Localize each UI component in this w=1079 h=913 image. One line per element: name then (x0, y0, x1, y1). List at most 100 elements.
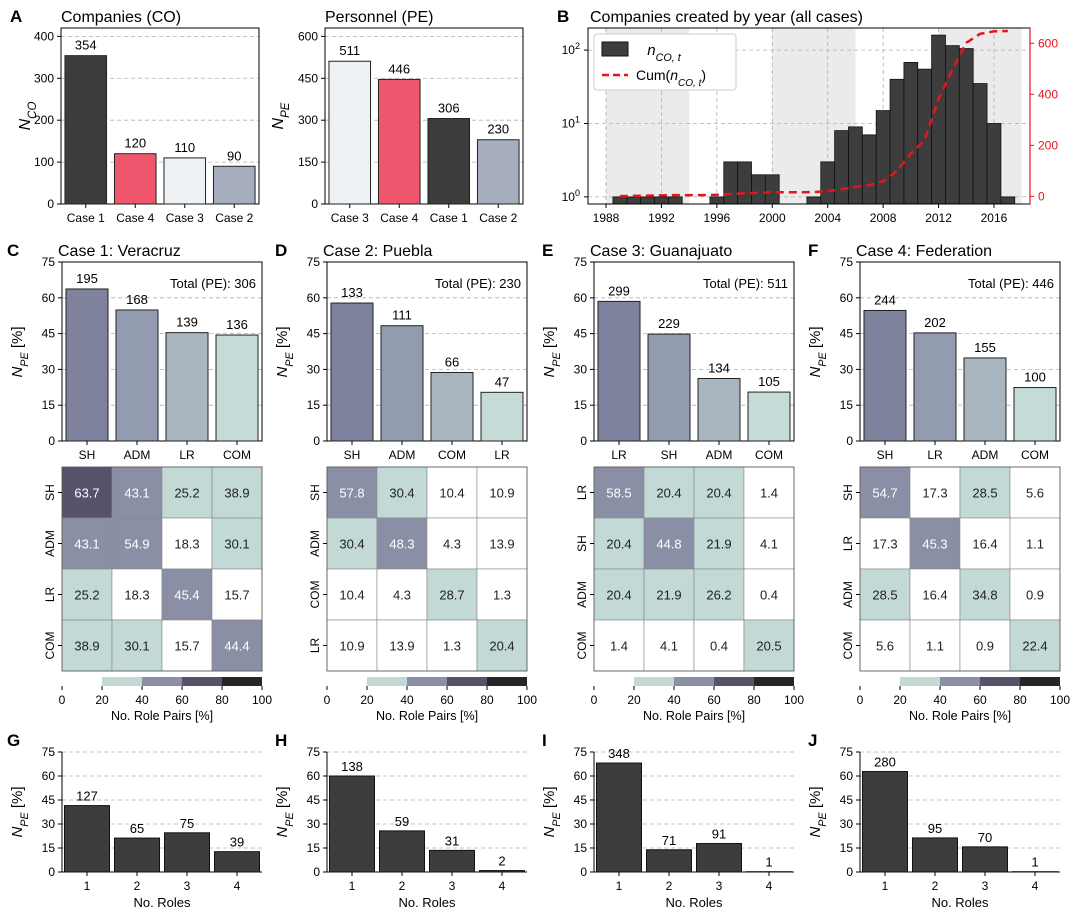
y-tick-label: 45 (574, 327, 588, 341)
heatmap-cell (376, 619, 428, 672)
y-tick-label: 100 (34, 155, 54, 169)
y-tick-label: 100 (562, 188, 580, 204)
data-label: 168 (126, 292, 148, 307)
x-tick-label: LR (494, 448, 510, 462)
colorbar-segment (940, 677, 980, 686)
histogram-bar (612, 196, 628, 205)
heatmap-value: 1.3 (443, 639, 461, 654)
y-tick-label: 60 (574, 769, 588, 783)
x-tick-label: Case 3 (331, 211, 369, 225)
bar (330, 302, 374, 442)
heatmap-cell (593, 619, 645, 672)
x-tick-label: 2 (399, 879, 406, 893)
x-tick-label: 3 (184, 879, 191, 893)
heatmap-value: 15.7 (224, 588, 249, 603)
panel-letter-J: J (808, 731, 817, 750)
heatmap-cell (909, 466, 961, 519)
y-tick-label: 15 (840, 841, 854, 855)
data-label: 1 (1031, 855, 1038, 870)
data-label: 511 (339, 43, 360, 58)
x-tick-label: Case 2 (479, 211, 517, 225)
data-label: 71 (662, 833, 676, 848)
x-tick-label: 2012 (925, 211, 952, 225)
colorbar-segment (487, 677, 527, 686)
colorbar-segment (102, 677, 142, 686)
heatmap-row-label: ADM (841, 581, 855, 608)
colorbar-tick-label: 60 (973, 693, 987, 707)
heatmap-cell (859, 568, 911, 621)
panel-letter-F: F (808, 241, 818, 260)
bar (646, 849, 692, 873)
colorbar-label: No. Role Pairs [%] (111, 709, 213, 723)
heatmap-value: 45.4 (174, 588, 199, 603)
histogram-bar (972, 83, 988, 205)
x-tick-label: LR (927, 448, 943, 462)
heatmap-row-label: COM (43, 632, 57, 660)
x-tick-label: 2 (134, 879, 141, 893)
bar (647, 333, 691, 442)
colorbar-tick-label: 40 (135, 693, 149, 707)
total-label: Total (PE): 511 (703, 276, 788, 291)
colorbar-tick-label: 0 (591, 693, 598, 707)
x-tick-label: 4 (766, 879, 773, 893)
heatmap-cell (643, 619, 695, 672)
heatmap-row-label: LR (575, 484, 589, 500)
x-tick-label: 1988 (593, 211, 620, 225)
panel-letter-C: C (7, 241, 19, 260)
y-tick-label: 45 (574, 793, 588, 807)
bar (215, 334, 259, 442)
y-tick-label: 15 (840, 398, 854, 412)
y-tick-label: 75 (307, 745, 321, 759)
data-label: 139 (176, 315, 198, 330)
y-tick-label: 102 (562, 41, 580, 57)
histogram-bar (640, 196, 655, 205)
heatmap-value: 1.1 (1026, 537, 1044, 552)
data-label: 31 (445, 833, 459, 848)
bar (1013, 387, 1057, 442)
axes-frame (593, 261, 795, 442)
y-tick-label: 0 (580, 434, 587, 448)
y2-tick-label: 0 (1038, 189, 1045, 203)
bar (380, 325, 424, 442)
data-label: 75 (180, 816, 194, 831)
heatmap-value: 10.4 (439, 486, 464, 501)
y-tick-label: 75 (307, 255, 321, 269)
y-tick-label: 60 (307, 769, 321, 783)
panel-letter-G: G (7, 731, 20, 750)
heatmap-cell (426, 568, 478, 621)
heatmap-cell (743, 568, 795, 621)
bar (747, 391, 791, 442)
x-tick-label: ADM (972, 448, 999, 462)
panel-letter-D: D (275, 241, 287, 260)
heatmap-value: 4.3 (393, 588, 411, 603)
histogram-bar (667, 196, 683, 205)
heatmap-cell (693, 568, 745, 621)
bar (476, 139, 520, 205)
x-tick-label: ADM (706, 448, 733, 462)
histogram-bar (806, 196, 822, 205)
colorbar-segment (674, 677, 714, 686)
heatmap-value: 30.4 (389, 486, 414, 501)
colorbar-tick-label: 80 (747, 693, 761, 707)
bar (328, 60, 372, 205)
histogram-bar (848, 126, 863, 205)
heatmap-cell (376, 466, 428, 519)
heatmap-cell (161, 466, 213, 519)
bar (212, 165, 256, 205)
y-tick-label: 60 (574, 291, 588, 305)
data-label: 133 (341, 285, 363, 300)
y-tick-label: 30 (574, 362, 588, 376)
x-tick-label: 1 (882, 879, 889, 893)
y-tick-label: 45 (840, 793, 854, 807)
colorbar-tick-label: 0 (857, 693, 864, 707)
colorbar-tick-label: 40 (667, 693, 681, 707)
x-tick-label: 2004 (814, 211, 841, 225)
bar (913, 332, 957, 442)
x-tick-label: Case 1 (430, 211, 468, 225)
bar (479, 870, 525, 873)
heatmap-cell (1009, 619, 1061, 672)
y-axis-label: NPE [%] (9, 786, 31, 837)
heatmap-value: 28.7 (439, 588, 464, 603)
bar (115, 309, 159, 442)
